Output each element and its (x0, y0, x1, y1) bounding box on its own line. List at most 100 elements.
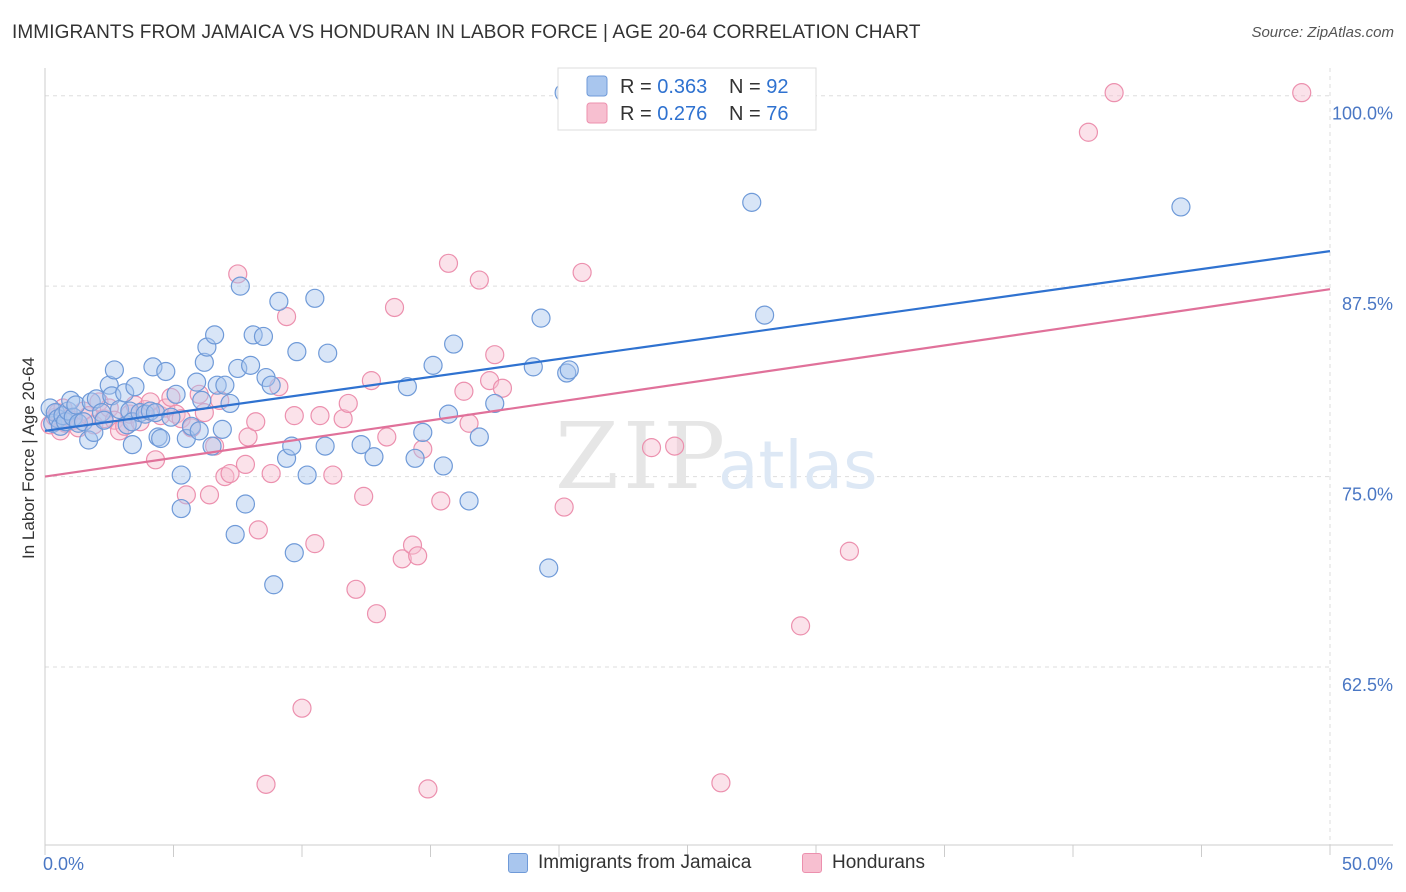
point-hondurans-36 (215, 466, 235, 487)
point-hondurans-48 (292, 698, 312, 718)
point-jamaica-74 (364, 447, 384, 467)
point-hondurans-71 (485, 345, 505, 365)
point-hondurans-51 (323, 465, 343, 485)
point-hondurans-50 (310, 406, 330, 426)
point-jamaica-59 (243, 325, 263, 345)
point-hondurans-58 (377, 427, 397, 447)
point-jamaica-78 (423, 355, 443, 375)
point-hondurans-52 (333, 409, 353, 429)
point-jamaica-21 (104, 360, 124, 380)
point-jamaica-51 (212, 419, 232, 439)
y-tick-label-1: 75.0% (1342, 485, 1393, 505)
svg-text:N = 92: N = 92 (729, 76, 789, 98)
point-jamaica-10 (66, 395, 86, 415)
point-jamaica-18 (94, 410, 114, 430)
point-jamaica-35 (151, 428, 171, 449)
point-hondurans-59 (384, 297, 405, 318)
y-tick-label-0: 62.5% (1342, 675, 1393, 695)
point-hondurans-62 (408, 546, 428, 566)
point-jamaica-76 (405, 448, 425, 468)
legend-n-value-hondurans: 76 (766, 103, 788, 125)
point-jamaica-44 (189, 421, 209, 441)
point-jamaica-49 (205, 325, 225, 345)
point-jamaica-28 (125, 377, 145, 397)
point-hondurans-33 (199, 485, 220, 505)
y-axis-label: In Labor Force | Age 20-64 (19, 357, 38, 559)
point-hondurans-83 (1292, 83, 1312, 103)
point-jamaica-39 (171, 465, 191, 485)
point-hondurans-57 (366, 604, 387, 624)
svg-text:R = 0.276: R = 0.276 (620, 103, 707, 125)
point-hondurans-54 (346, 579, 366, 599)
legend-n-label-jamaica: N = (729, 76, 766, 98)
legend-n-label-hondurans: N = (729, 103, 766, 125)
point-jamaica-46 (194, 352, 214, 372)
x-tick-label-1: 50.0% (1342, 854, 1393, 874)
point-jamaica-56 (230, 276, 250, 296)
legend-r-value-hondurans: 0.276 (657, 103, 707, 125)
point-hondurans-60 (392, 549, 412, 569)
point-jamaica-37 (161, 407, 181, 427)
bottom-legend-label-jamaica: Immigrants from Jamaica (538, 852, 752, 873)
point-jamaica-27 (122, 434, 142, 455)
point-jamaica-71 (315, 436, 335, 456)
point-hondurans-74 (572, 262, 592, 283)
series-jamaica-points (40, 83, 1191, 595)
point-hondurans-79 (790, 616, 811, 636)
point-hondurans-49 (305, 534, 325, 554)
point-jamaica-43 (187, 372, 207, 392)
point-jamaica-77 (413, 422, 433, 443)
legend-top: R = 0.363 N = 92 R = 0.276 N = 76 (557, 67, 817, 131)
legend-n-value-jamaica: 92 (766, 76, 788, 98)
point-jamaica-62 (261, 375, 281, 395)
watermark: ZIP atlas (555, 403, 878, 510)
point-jamaica-32 (143, 357, 163, 377)
point-hondurans-72 (492, 378, 513, 398)
point-hondurans-41 (246, 412, 266, 432)
svg-text:R = 0.363: R = 0.363 (620, 76, 707, 98)
bottom-legend: Immigrants from Jamaica Hondurans (0, 852, 1406, 878)
point-jamaica-47 (197, 337, 217, 357)
point-hondurans-82 (1104, 83, 1124, 103)
bottom-legend-swatch-hondurans (802, 853, 822, 873)
point-jamaica-72 (318, 343, 338, 363)
bottom-legend-item-hondurans: Hondurans (802, 852, 925, 874)
trend-line-hondurans (44, 288, 1331, 478)
point-jamaica-52 (215, 375, 235, 395)
point-hondurans-44 (261, 463, 281, 484)
point-jamaica-91 (754, 305, 775, 325)
point-hondurans-67 (454, 381, 474, 401)
point-jamaica-92 (1171, 197, 1191, 217)
point-jamaica-86 (531, 308, 551, 328)
point-jamaica-70 (305, 288, 325, 308)
point-hondurans-66 (438, 253, 459, 273)
point-hondurans-53 (338, 393, 358, 414)
point-jamaica-89 (559, 360, 579, 380)
point-hondurans-39 (235, 454, 256, 474)
point-jamaica-50 (207, 375, 227, 395)
trend-line-jamaica (44, 250, 1331, 432)
point-jamaica-57 (235, 494, 256, 514)
point-jamaica-69 (297, 465, 317, 485)
legend-r-label-jamaica: R = (620, 76, 657, 98)
svg-text:N = 76: N = 76 (729, 103, 789, 125)
point-jamaica-30 (135, 404, 155, 424)
point-jamaica-64 (269, 291, 289, 311)
point-jamaica-87 (539, 558, 559, 578)
point-hondurans-81 (1078, 122, 1099, 142)
point-jamaica-36 (156, 361, 176, 382)
chart-title: IMMIGRANTS FROM JAMAICA VS HONDURAN IN L… (12, 22, 921, 43)
x-tick-label-0: 0.0% (43, 854, 84, 874)
legend-r-value-jamaica: 0.363 (657, 76, 707, 98)
point-jamaica-54 (225, 524, 245, 545)
point-hondurans-80 (839, 541, 860, 561)
point-hondurans-77 (711, 773, 731, 793)
y-tick-label-2: 87.5% (1342, 294, 1393, 314)
point-jamaica-63 (264, 575, 284, 595)
point-jamaica-81 (444, 334, 464, 354)
point-jamaica-40 (171, 498, 191, 519)
point-jamaica-83 (469, 427, 489, 447)
watermark-zip: ZIP (555, 403, 729, 510)
bottom-legend-label-hondurans: Hondurans (832, 852, 925, 873)
